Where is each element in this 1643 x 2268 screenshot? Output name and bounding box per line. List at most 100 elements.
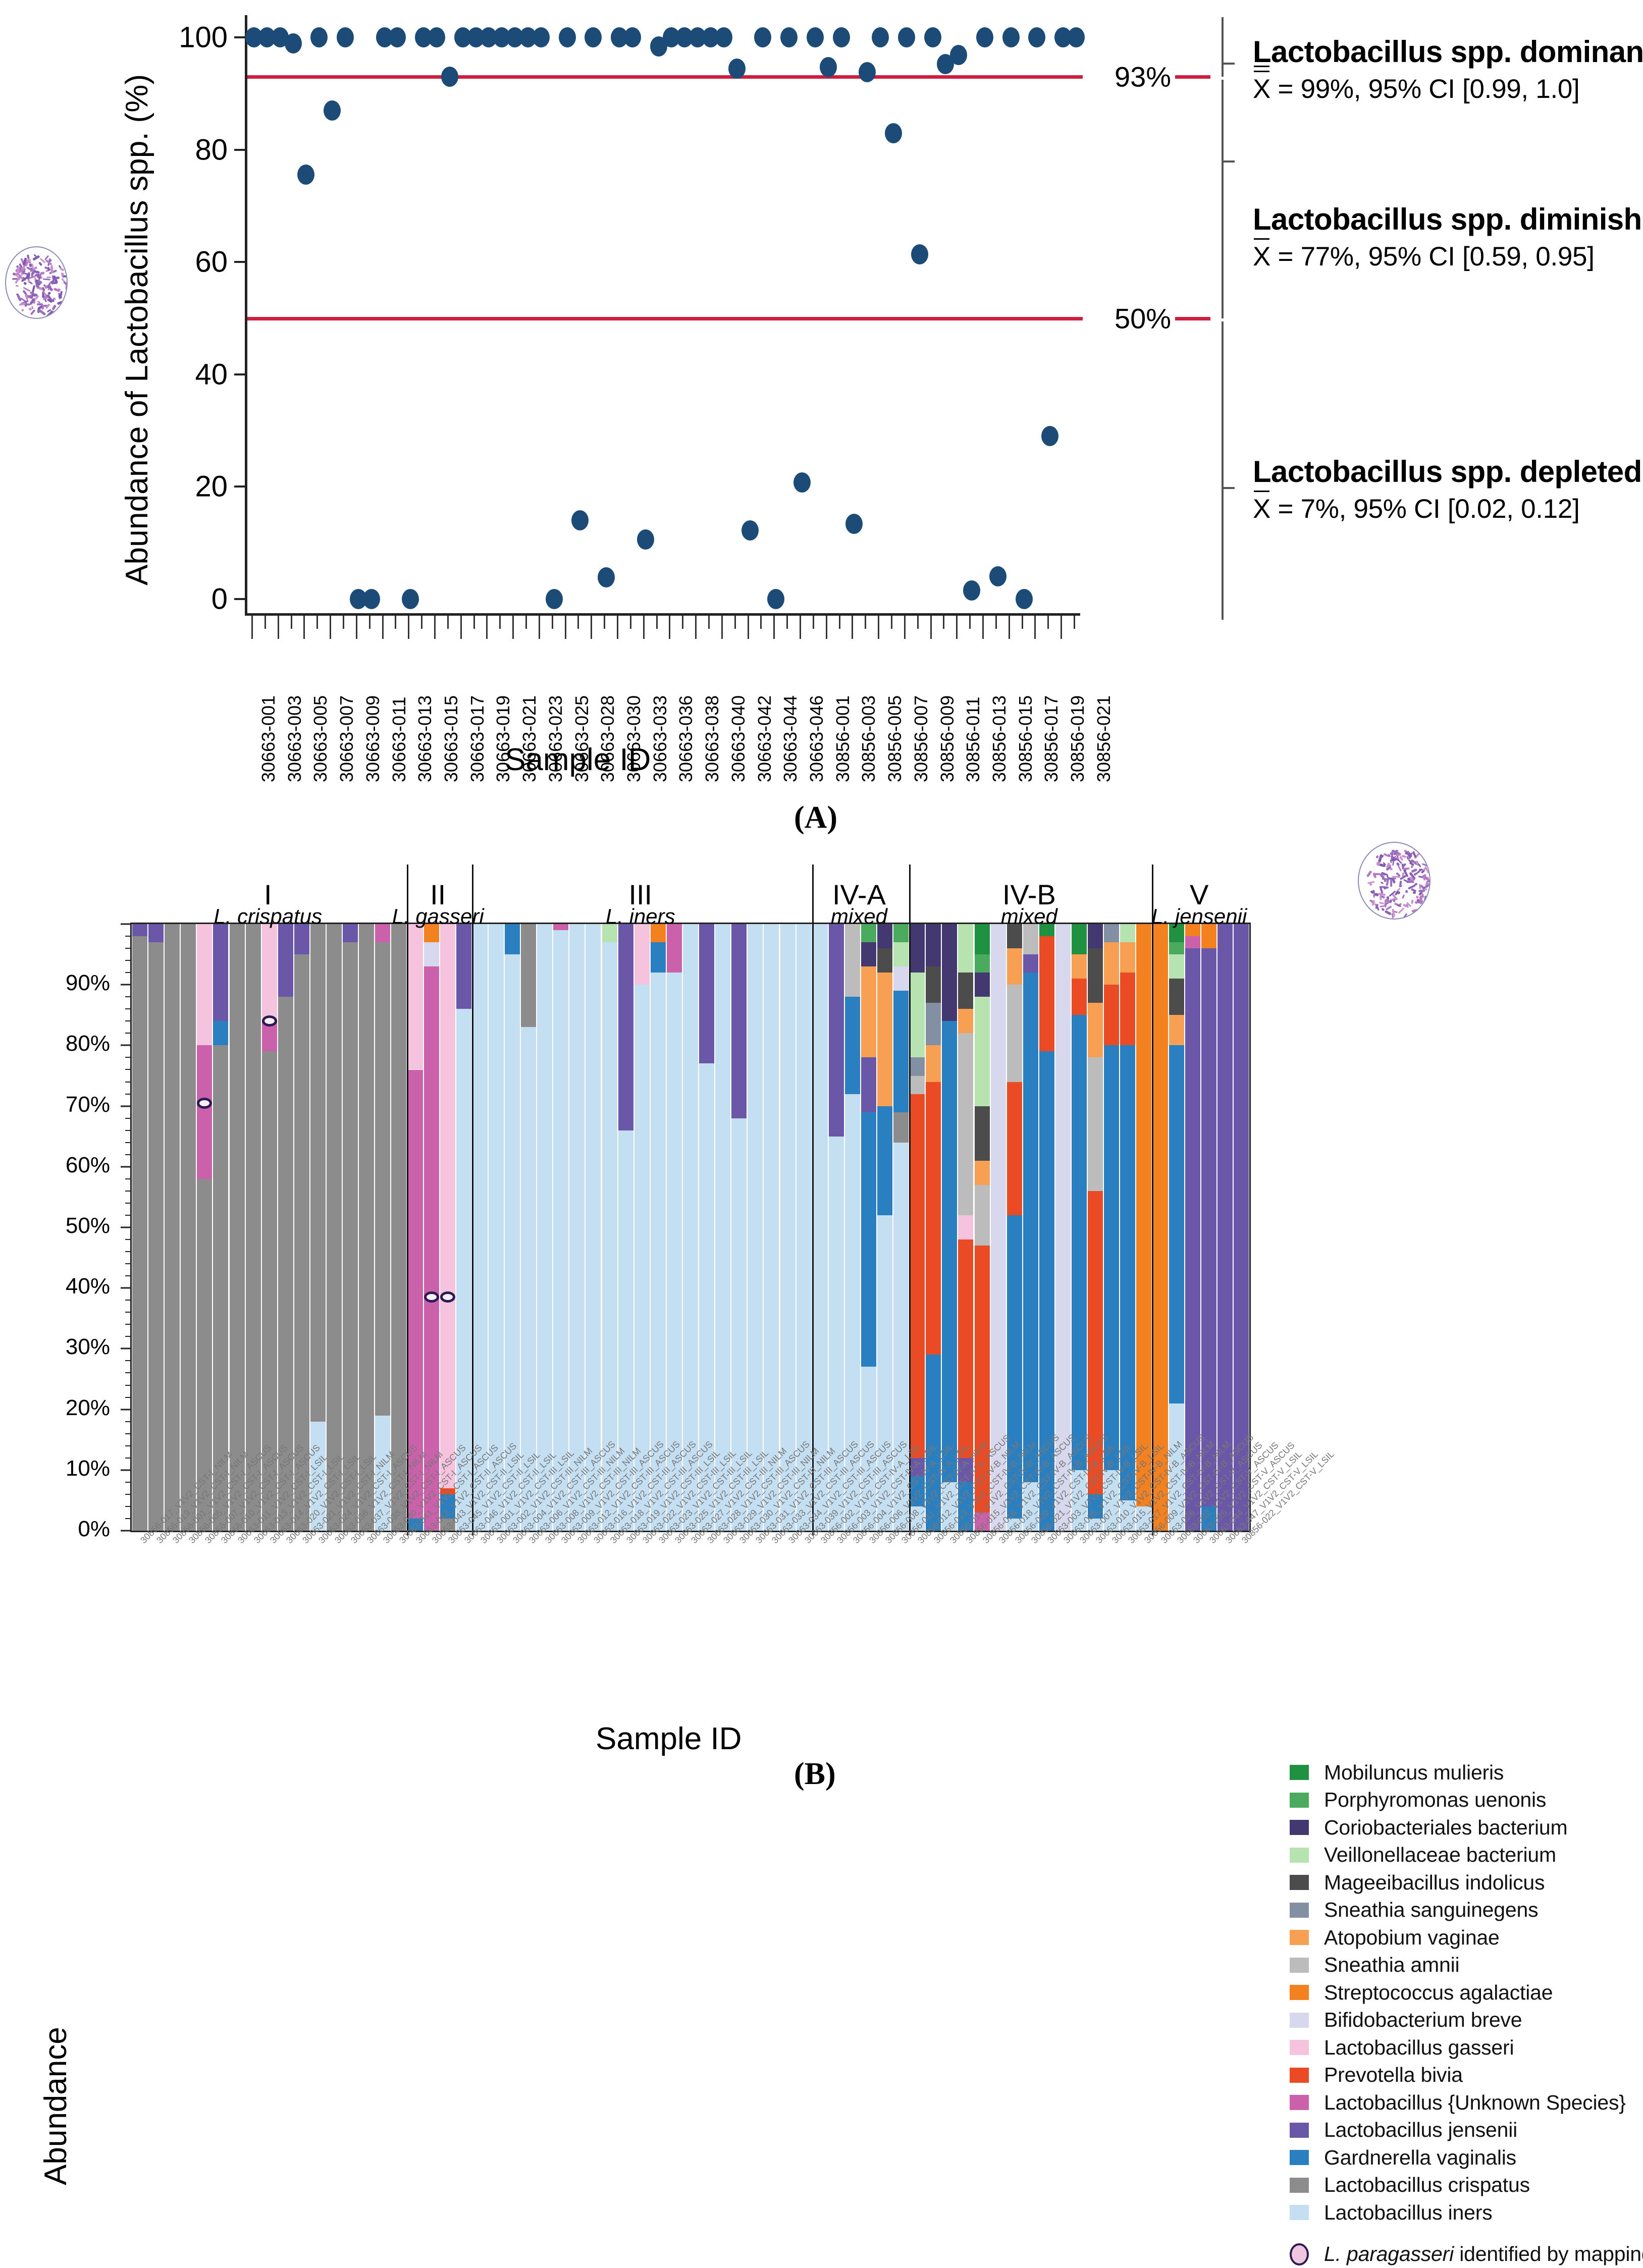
legend-label: Lactobacillus {Unknown Species} <box>1324 2091 1626 2115</box>
panel-a-x-tick-label: 30663-042 <box>754 695 775 782</box>
scatter-point <box>898 27 915 47</box>
bar-segment <box>1169 954 1184 979</box>
panel-a-group-brace <box>1222 80 1224 318</box>
stacked-bar <box>1153 924 1168 1531</box>
legend-label: L. paragasseri identified by mapping <box>1324 2242 1643 2266</box>
bar-segment <box>1023 924 1038 954</box>
panel-b-y-tick <box>121 1530 132 1532</box>
legend-item[interactable]: Coriobacteriales bacterium <box>1290 1814 1643 1842</box>
legend-color-swatch <box>1290 2150 1309 2165</box>
legend-item[interactable]: Veillonellaceae bacterium <box>1290 1842 1643 1869</box>
panel-b-y-tick <box>125 1082 132 1083</box>
stacked-bar <box>780 924 796 1531</box>
panel-b-y-tick <box>125 1312 132 1313</box>
bar-segment <box>505 924 520 954</box>
scatter-point <box>571 510 589 530</box>
legend-item[interactable]: Mobiluncus mulieris <box>1290 1759 1643 1787</box>
panel-a-x-tick <box>643 616 645 639</box>
legend-item[interactable]: Streptococcus agalactiae <box>1290 1979 1643 2007</box>
bar-segment <box>1072 1015 1087 1470</box>
bar-segment <box>926 1003 941 1045</box>
panel-b-y-tick <box>125 1506 132 1507</box>
panel-b-y-tick <box>125 1482 132 1483</box>
bar-segment <box>1007 985 1022 1082</box>
panel-a-y-tick <box>234 598 247 600</box>
stacked-bar <box>505 924 520 1531</box>
group-ci: 95% CI [0.99, 1.0] <box>1368 74 1580 104</box>
panel-b-y-tick <box>125 1324 132 1325</box>
bar-segment <box>975 954 990 973</box>
panel-a-y-tick-label: 40 <box>195 357 228 391</box>
legend-item[interactable]: Lactobacillus crispatus <box>1290 2172 1643 2199</box>
stacked-bar <box>294 924 309 1531</box>
bar-segment <box>1120 942 1135 973</box>
legend-label: Lactobacillus jensenii <box>1324 2118 1517 2142</box>
panel-b-y-tick <box>125 960 132 961</box>
stacked-bar <box>748 924 763 1531</box>
legend-item[interactable]: Prevotella bivia <box>1290 2062 1643 2089</box>
legend-color-swatch <box>1290 2123 1309 2138</box>
legend-item[interactable]: Porphyromonas uenonis <box>1290 1787 1643 1814</box>
bar-segment <box>553 930 568 1531</box>
scatter-point <box>559 27 576 47</box>
panel-a-y-tick-label: 20 <box>195 470 228 504</box>
legend-item[interactable]: Mageeibacillus indolicus <box>1290 1869 1643 1897</box>
panel-a-x-tick <box>316 616 318 629</box>
scatter-point <box>637 529 654 550</box>
legend-color-swatch <box>1290 1848 1309 1863</box>
panel-b-y-tick <box>125 1057 132 1058</box>
bar-segment <box>424 942 439 966</box>
stacked-bar <box>813 924 828 1531</box>
bar-segment <box>910 1094 925 1458</box>
legend-item[interactable]: Sneathia amnii <box>1290 1952 1643 1979</box>
legend-item[interactable]: Sneathia sanguinegens <box>1290 1897 1643 1924</box>
panel-a-group-brace <box>1222 321 1224 620</box>
bar-segment <box>926 1082 941 1355</box>
stacked-bar <box>537 924 552 1531</box>
panel-b-y-tick <box>121 1227 132 1228</box>
panel-b-y-tick-label: 80% <box>66 1031 110 1056</box>
group-mean: 99% <box>1301 74 1354 104</box>
stacked-bar <box>569 924 585 1531</box>
scatter-point <box>428 27 445 47</box>
panel-a-x-tick-label: 30663-023 <box>545 695 566 782</box>
bar-segment <box>926 1045 941 1082</box>
panel-a-x-tick-label: 30663-028 <box>597 695 618 782</box>
legend-label: Prevotella bivia <box>1324 2063 1463 2087</box>
legend-item-paragasseri[interactable]: L. paragasseri identified by mapping <box>1290 2241 1643 2268</box>
panel-a-x-tick <box>1047 616 1049 629</box>
panel-a-x-tick <box>982 616 984 639</box>
panel-b-y-tick-label: 70% <box>66 1092 110 1117</box>
legend-item[interactable]: Gardnerella vaginalis <box>1290 2144 1643 2172</box>
panel-a-x-tick-label: 30663-005 <box>310 695 331 782</box>
group-mean: 7% <box>1301 494 1339 524</box>
legend-item[interactable]: Atopobium vaginae <box>1290 1924 1643 1952</box>
panel-a-x-tick <box>512 616 514 639</box>
bar-segment <box>197 924 212 1045</box>
scatter-point <box>911 244 928 264</box>
legend-item[interactable]: Lactobacillus iners <box>1290 2199 1643 2227</box>
panel-b-y-tick <box>125 1069 132 1070</box>
legend-item[interactable]: Lactobacillus gasseri <box>1290 2034 1643 2062</box>
panel-a-x-tick <box>460 616 462 639</box>
panel-b-y-tick-label: 0% <box>78 1517 110 1542</box>
paragasseri-marker <box>197 1098 212 1109</box>
panel-b-y-tick <box>125 1360 132 1361</box>
legend-item[interactable]: Bifidobacterium breve <box>1290 2007 1643 2034</box>
panel-a-x-tick <box>708 616 710 629</box>
panel-a-x-tick-label: 30856-009 <box>937 695 958 782</box>
cst-group-subtitle: L. crispatus <box>214 904 322 929</box>
bar-segment <box>618 924 633 1130</box>
panel-b-y-tick <box>125 1094 132 1095</box>
panel-a-x-tick <box>251 616 253 639</box>
legend-label: Atopobium vaginae <box>1324 1926 1500 1950</box>
bar-segment <box>877 973 892 1106</box>
bar-segment <box>893 966 909 991</box>
legend-item[interactable]: Lactobacillus jensenii <box>1290 2117 1643 2144</box>
panel-b-y-tick <box>125 1421 132 1422</box>
bar-segment <box>213 924 228 1021</box>
panel-b-y-tick <box>125 1433 132 1434</box>
panel-b-y-tick <box>125 1239 132 1240</box>
legend-item[interactable]: Lactobacillus {Unknown Species} <box>1290 2089 1643 2117</box>
